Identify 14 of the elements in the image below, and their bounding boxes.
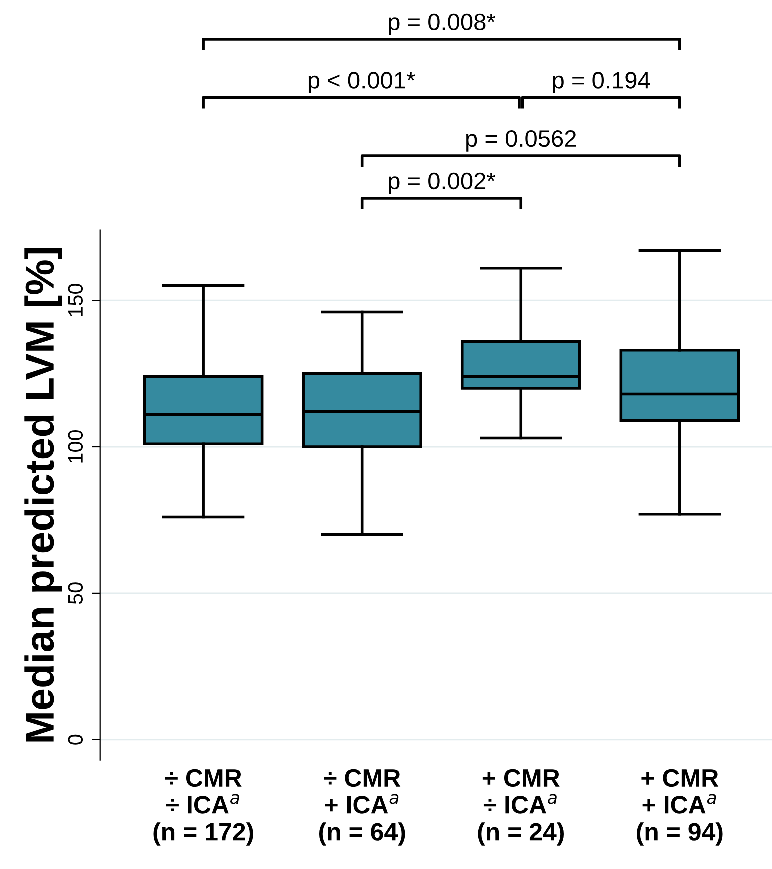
y-tick-label: 150 [68, 284, 84, 316]
text: p = 0.194 [553, 72, 650, 94]
text: p = 0.002* [389, 172, 496, 194]
text: p = 0.0562 [466, 130, 576, 152]
x-tick-label: ÷ CMR ÷ ICA$^{a}$ (n = 172) [154, 769, 254, 846]
x-tick-label: ÷ CMR + ICA$^{a}$ (n = 64) [319, 769, 406, 846]
text: p < 0.001* [308, 72, 416, 94]
x-tick-label: + CMR ÷ ICA$^{a}$ (n = 24) [478, 769, 564, 846]
y-tick-label: 50 [68, 582, 84, 604]
text: p = 0.008* [389, 14, 496, 36]
y-tick-label: 100 [68, 430, 84, 463]
x-tick-label: + CMR + ICA$^{a}$ (n = 94) [637, 769, 723, 846]
y-axis-title: Median predicted LVM [%] [24, 248, 62, 742]
y-tick-label: 0 [68, 734, 84, 745]
